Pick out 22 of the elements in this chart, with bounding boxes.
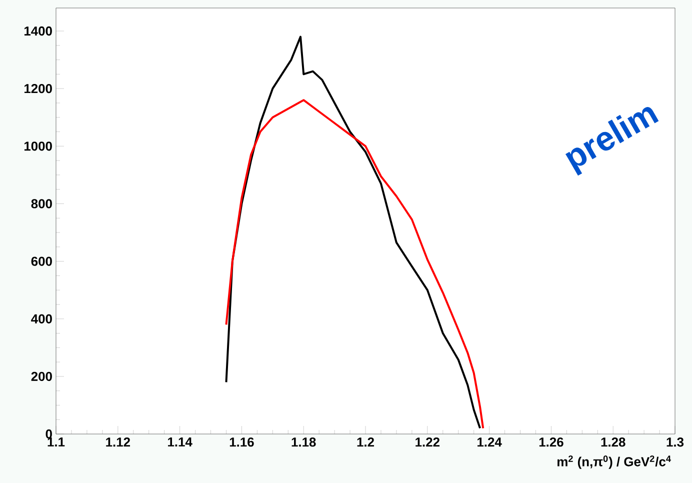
x-tick-label: 1.14 [168, 438, 192, 446]
x-tick-label: 1.22 [416, 438, 440, 447]
y-tick-label: 600 [31, 256, 52, 266]
y-tick-label: 1000 [24, 142, 52, 151]
line-series [225, 36, 482, 430]
y-tick-label: 800 [31, 199, 52, 208]
x-axis-title: m$^{2}$ (n,π$^{0}$) / GeV$^{2}$/c$^{4}$ [558, 456, 671, 469]
x-tick-label: 1.2 [357, 438, 374, 447]
y-tick-label: 1400 [24, 26, 52, 36]
x-tick-label: 1.1 [48, 438, 65, 446]
y-tick-label: 200 [31, 372, 52, 382]
y-tick-label: 0 [46, 429, 52, 439]
x-tick-label: 1.3 [666, 438, 684, 447]
x-tick-label: 1.24 [478, 438, 502, 447]
x-tick-label: 1.26 [539, 438, 564, 447]
x-tick-label: 1.18 [292, 438, 316, 447]
line-series [225, 99, 484, 430]
x-tick-label: 1.12 [106, 438, 130, 447]
x-tick-label: 1.28 [601, 438, 626, 447]
y-tick-label: 1200 [24, 84, 52, 94]
x-tick-label: 1.16 [230, 438, 254, 447]
y-tick-label: 400 [31, 314, 52, 324]
